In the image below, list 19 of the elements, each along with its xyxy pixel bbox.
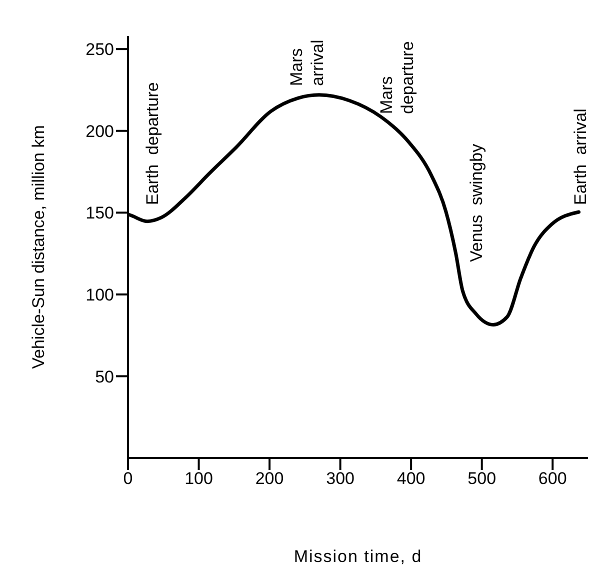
annotation: Earth departure xyxy=(143,82,162,205)
annotation: Mars departure xyxy=(377,41,417,114)
y-tick-label: 150 xyxy=(86,204,114,223)
x-tick-label: 300 xyxy=(326,469,354,488)
y-tick-label: 100 xyxy=(86,285,114,304)
x-tick-label: 400 xyxy=(396,469,426,488)
y-axis-title: Vehicle-Sun distance, million km xyxy=(29,125,48,369)
x-tick-label: 200 xyxy=(255,469,284,488)
x-tick-label: 0 xyxy=(123,469,133,488)
annotation: Mars arrival xyxy=(287,40,327,86)
y-tick-label: 50 xyxy=(95,367,114,386)
x-axis-title: Mission time, d xyxy=(294,547,422,566)
annotation: Earth arrival xyxy=(571,108,590,205)
x-tick-label: 500 xyxy=(468,469,496,488)
x-tick-label: 100 xyxy=(184,469,213,488)
y-tick-label: 250 xyxy=(86,40,114,60)
y-tick-label: 200 xyxy=(86,122,114,141)
annotation: Venus swingby xyxy=(467,143,486,262)
x-tick-label: 600 xyxy=(538,469,567,488)
